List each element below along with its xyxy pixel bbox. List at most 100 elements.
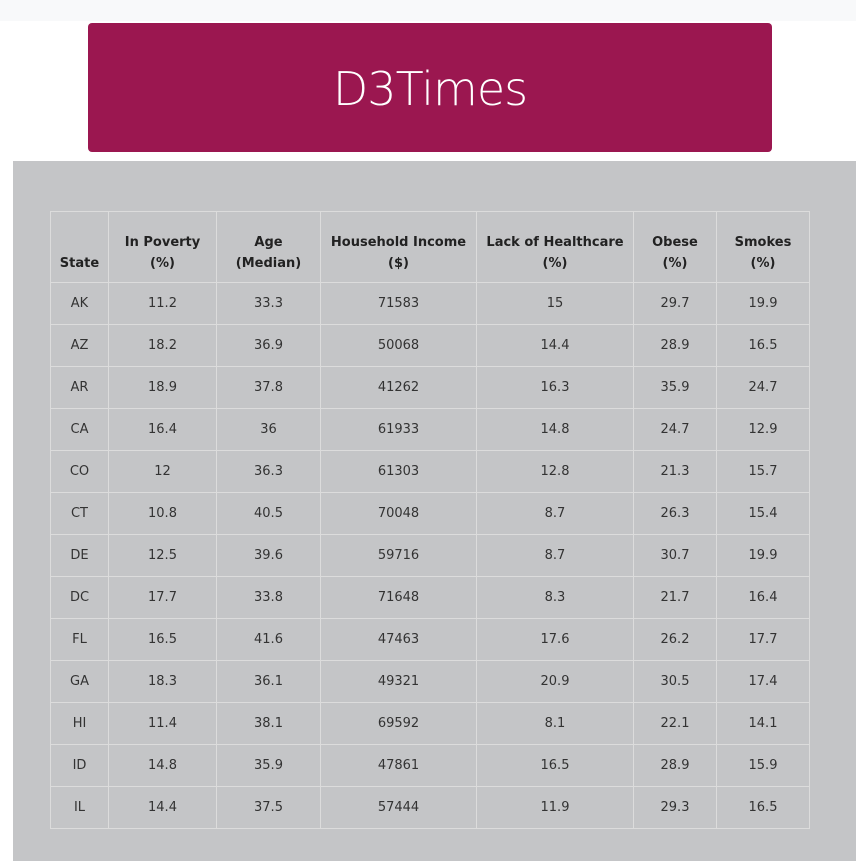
table-row: AR 18.9 37.8 41262 16.3 35.9 24.7 xyxy=(50,366,810,409)
table-cell: 22.1 xyxy=(633,702,717,745)
table-cell: 57444 xyxy=(320,786,477,829)
table-cell: 70048 xyxy=(320,492,477,535)
table-cell: 71583 xyxy=(320,282,477,325)
table-cell: 17.7 xyxy=(108,576,217,619)
table-cell: 30.7 xyxy=(633,534,717,577)
header-banner: D3Times xyxy=(88,23,772,152)
table-body: AK 11.2 33.3 71583 15 29.7 19.9 AZ 18.2 36.9 50068… xyxy=(50,282,810,829)
table-cell: AR xyxy=(50,366,109,409)
table-row: FL 16.5 41.6 47463 17.6 26.2 17.7 xyxy=(50,618,810,661)
table-cell: 40.5 xyxy=(216,492,321,535)
table-cell: 15.7 xyxy=(716,450,810,493)
table-cell: 16.5 xyxy=(476,744,634,787)
column-header-unit: ($) xyxy=(388,256,409,271)
table-cell: 21.3 xyxy=(633,450,717,493)
table-cell: 59716 xyxy=(320,534,477,577)
table-cell: 21.7 xyxy=(633,576,717,619)
table-cell: 24.7 xyxy=(716,366,810,409)
table-row: GA 18.3 36.1 49321 20.9 30.5 17.4 xyxy=(50,660,810,703)
table-cell: AZ xyxy=(50,324,109,367)
column-header-title: Smokes xyxy=(734,235,792,250)
table-row: CA 16.4 36 61933 14.8 24.7 12.9 xyxy=(50,408,810,451)
table-cell: 11.9 xyxy=(476,786,634,829)
table-cell: 35.9 xyxy=(216,744,321,787)
table-cell: 29.7 xyxy=(633,282,717,325)
column-header: State xyxy=(50,211,109,283)
column-header: Lack of Healthcare (%) xyxy=(476,211,634,283)
table-cell: 15.9 xyxy=(716,744,810,787)
column-header: In Poverty (%) xyxy=(108,211,217,283)
table-cell: 8.7 xyxy=(476,492,634,535)
table-cell: 15 xyxy=(476,282,634,325)
table-cell: 36 xyxy=(216,408,321,451)
table-cell: 17.7 xyxy=(716,618,810,661)
table-header: State In Poverty (%) Age (Median) Household I… xyxy=(50,211,810,283)
table-cell: CT xyxy=(50,492,109,535)
column-header-title: Household Income xyxy=(330,235,467,250)
header-row: State In Poverty (%) Age (Median) Household I… xyxy=(50,211,810,283)
table-cell: CA xyxy=(50,408,109,451)
table-cell: DE xyxy=(50,534,109,577)
table-cell: 14.8 xyxy=(476,408,634,451)
table-cell: 14.4 xyxy=(476,324,634,367)
table-row: AZ 18.2 36.9 50068 14.4 28.9 16.5 xyxy=(50,324,810,367)
table-cell: 14.1 xyxy=(716,702,810,745)
column-header-title: Lack of Healthcare xyxy=(486,235,624,250)
column-header: Smokes (%) xyxy=(716,211,810,283)
column-header-unit: (%) xyxy=(542,256,568,271)
table-cell: 26.3 xyxy=(633,492,717,535)
table-cell: 71648 xyxy=(320,576,477,619)
table-cell: 28.9 xyxy=(633,324,717,367)
table-cell: 8.7 xyxy=(476,534,634,577)
column-header-unit: (Median) xyxy=(235,256,302,271)
table-cell: 37.8 xyxy=(216,366,321,409)
column-header: Age (Median) xyxy=(216,211,321,283)
table-cell: 17.6 xyxy=(476,618,634,661)
table-row: CT 10.8 40.5 70048 8.7 26.3 15.4 xyxy=(50,492,810,535)
table-cell: 8.1 xyxy=(476,702,634,745)
table-cell: 61933 xyxy=(320,408,477,451)
column-header-unit: (%) xyxy=(750,256,776,271)
table-cell: 61303 xyxy=(320,450,477,493)
table-cell: 26.2 xyxy=(633,618,717,661)
table-cell: 19.9 xyxy=(716,282,810,325)
table-cell: 41.6 xyxy=(216,618,321,661)
table-row: CO 12 36.3 61303 12.8 21.3 15.7 xyxy=(50,450,810,493)
column-header: Obese (%) xyxy=(633,211,717,283)
table-row: ID 14.8 35.9 47861 16.5 28.9 15.9 xyxy=(50,744,810,787)
table-cell: 12.9 xyxy=(716,408,810,451)
table-row: DE 12.5 39.6 59716 8.7 30.7 19.9 xyxy=(50,534,810,577)
table-cell: 28.9 xyxy=(633,744,717,787)
column-header: Household Income ($) xyxy=(320,211,477,283)
table-cell: 14.8 xyxy=(108,744,217,787)
table-cell: 15.4 xyxy=(716,492,810,535)
table-cell: 47861 xyxy=(320,744,477,787)
table-cell: 49321 xyxy=(320,660,477,703)
table-cell: GA xyxy=(50,660,109,703)
table-cell: 18.3 xyxy=(108,660,217,703)
column-header-unit: State xyxy=(59,256,100,271)
table-cell: 69592 xyxy=(320,702,477,745)
data-table: State In Poverty (%) Age (Median) Household I… xyxy=(50,211,810,829)
table-cell: 12.8 xyxy=(476,450,634,493)
column-header-title: Age xyxy=(254,235,283,250)
table-cell: 41262 xyxy=(320,366,477,409)
table-cell: AK xyxy=(50,282,109,325)
table-cell: IL xyxy=(50,786,109,829)
table-row: IL 14.4 37.5 57444 11.9 29.3 16.5 xyxy=(50,786,810,829)
table-cell: 47463 xyxy=(320,618,477,661)
column-header-unit: (%) xyxy=(662,256,688,271)
table-cell: 16.5 xyxy=(716,786,810,829)
table-cell: 37.5 xyxy=(216,786,321,829)
table-cell: 12 xyxy=(108,450,217,493)
column-header-unit: (%) xyxy=(150,256,175,271)
table-cell: 20.9 xyxy=(476,660,634,703)
column-header-title: In Poverty xyxy=(124,235,201,250)
column-header-title: Obese xyxy=(652,235,698,250)
table-cell: 50068 xyxy=(320,324,477,367)
table-cell: 16.5 xyxy=(108,618,217,661)
table-cell: 16.5 xyxy=(716,324,810,367)
table-cell: 36.3 xyxy=(216,450,321,493)
top-strip xyxy=(0,0,856,21)
table-row: DC 17.7 33.8 71648 8.3 21.7 16.4 xyxy=(50,576,810,619)
